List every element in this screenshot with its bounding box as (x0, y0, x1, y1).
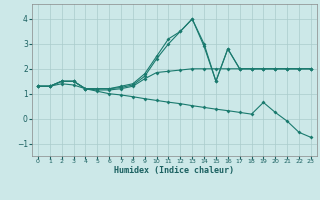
X-axis label: Humidex (Indice chaleur): Humidex (Indice chaleur) (115, 166, 234, 175)
